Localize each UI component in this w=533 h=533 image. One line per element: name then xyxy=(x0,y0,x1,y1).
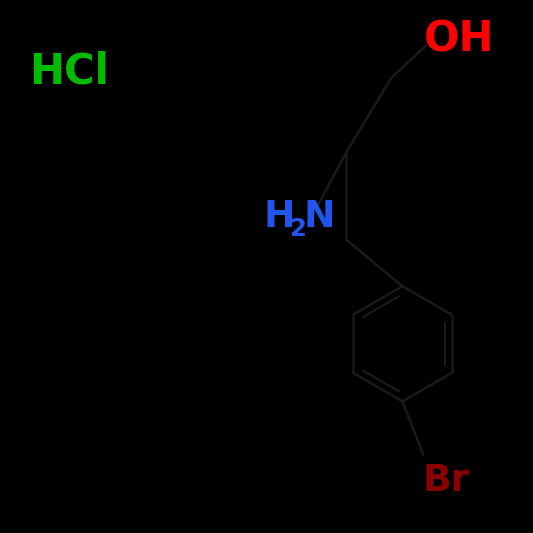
Text: H: H xyxy=(264,198,295,235)
Text: OH: OH xyxy=(424,19,494,61)
Text: N: N xyxy=(304,198,335,235)
Text: Br: Br xyxy=(423,463,470,499)
Text: HCl: HCl xyxy=(29,51,109,93)
Text: 2: 2 xyxy=(289,217,306,241)
